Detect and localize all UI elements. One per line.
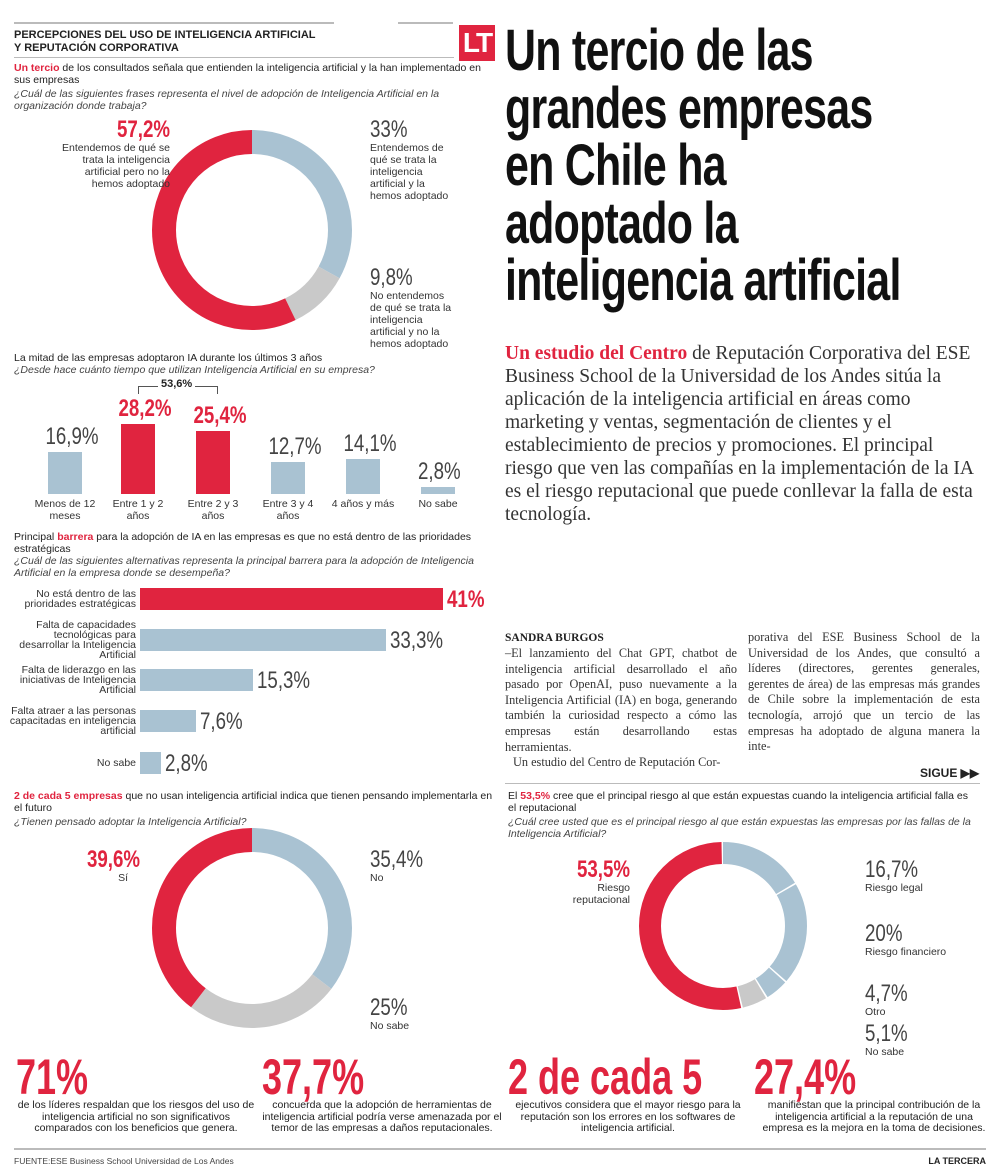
stat-number: 27,4% [754,1049,857,1105]
label-legal: 16,7% Riesgo legal [865,856,923,895]
divider [14,57,454,58]
label-no: 35,4% No [370,846,424,885]
bar-value-label: 16,9% [45,422,99,450]
bar-category-label: Falta de liderazgo en las iniciativas de… [19,664,136,696]
infographic-title: PERCEPCIONES DEL USO DE INTELIGENCIA ART… [14,29,316,54]
stat-block: 71% de los líderes respaldan que los ries… [16,1049,256,1135]
bar [140,629,387,651]
stat-number: 71% [16,1049,89,1105]
donut-slice [152,130,352,330]
donut-slice [152,828,352,1028]
bar-category-label: Entre 1 y 2 años [112,498,164,522]
bar-value-label: 15,3% [257,667,311,694]
donut-slice [152,828,352,1028]
stat-number: 37,7% [262,1049,365,1105]
bar-category-label: Falta de capacidades tecnológicas para d… [19,619,136,661]
bar [121,423,155,494]
lead-paragraph: Un estudio del Centro de Reputación Corp… [505,343,973,525]
bar [140,710,197,732]
section-5-heading: El 53,5% cree que el principal riesgo al… [508,790,968,814]
brand-name: LA TERCERA [928,1156,986,1166]
bar [140,669,254,691]
bar-value-label: 14,1% [343,429,397,457]
label-reputacional: 53,5% Riesgo reputacional [572,856,630,907]
article-column-2: porativa del ESE Business School de la U… [748,630,980,754]
bar-category-label: Entre 2 y 3 años [187,498,239,522]
divider [14,22,334,24]
bar [271,462,305,494]
label-33: 33% Entendemos de qué se trata la intelig… [370,116,449,203]
bar-category-label: No sabe [96,757,136,769]
stat-text: de los líderes respaldan que los riesgos… [17,1099,255,1134]
donut-slice [639,842,807,1010]
bar [140,752,161,774]
stat-number: 2 de cada 5 [508,1049,703,1105]
source-note: FUENTE:ESE Business School Universidad d… [14,1156,234,1166]
label-financiero: 20% Riesgo financiero [865,920,947,959]
stat-block: 2 de cada 5 ejecutivos considera que el m… [508,1049,748,1135]
section-3-heading: Principal barrera para la adopción de IA… [14,531,472,555]
label-no-sabe-risk: 5,1% No sabe [865,1020,908,1059]
stat-text: concuerda que la adopción de herramienta… [262,1099,502,1134]
bar-category-label: No está dentro de las prioridades estrat… [24,588,136,610]
bar-value-label: 12,7% [268,433,322,461]
section-2-heading: La mitad de las empresas adoptaron IA du… [14,352,323,364]
continue-link[interactable]: SIGUE ▶▶ [920,766,980,780]
bar-value-label: 2,8% [417,458,461,485]
donut-slice [639,842,807,1010]
donut-chart-plans [152,828,352,1028]
label-otro: 4,7% Otro [865,980,908,1019]
donut-chart-risks [639,842,807,1010]
donut-chart-adoption [152,130,352,330]
section-1-heading: Un tercio de los consultados señala que … [14,62,481,86]
article-column-1: –El lanzamiento del Chat GPT, chatbot de… [505,646,737,770]
bar-value-label: 7,6% [200,708,243,735]
section-3-question: ¿Cuál de las siguientes alternativas rep… [14,555,474,579]
lt-logo: LT [459,25,495,61]
section-4-question: ¿Tienen pensado adoptar la Inteligencia … [14,816,247,828]
bar [346,458,380,494]
stat-text: manifiestan que la principal contribució… [762,1099,986,1134]
divider [505,783,980,784]
donut-slice [639,842,807,1010]
stat-text: ejecutivos considera que el mayor riesgo… [515,1099,741,1134]
bar [48,451,82,494]
bar-category-label: No sabe [418,498,458,510]
label-si: 39,6% Sí [86,846,140,885]
divider [14,1148,986,1150]
section-4-heading: 2 de cada 5 empresas que no usan intelig… [14,790,493,814]
bar-value-label: 25,4% [193,401,247,429]
bar-category-label: 4 años y más [331,498,395,510]
divider [398,22,453,24]
byline: SANDRA BURGOS [505,632,604,644]
bar [421,487,455,494]
label-no-sabe: 25% No sabe [370,994,410,1033]
section-5-question: ¿Cuál cree usted que es el principal rie… [508,816,971,840]
bar-chart-adoption-time: 16,9% Menos de 12 meses 28,2% Entre 1 y 2 a… [0,390,490,525]
bar-chart-barriers: 41% No está dentro de las prioridades est… [0,580,490,780]
bar-category-label: Falta atraer a las personas capacitadas … [9,705,136,737]
bar-value-label: 33,3% [390,627,444,654]
label-57: 57,2% Entendemos de qué se trata la intel… [62,116,170,191]
bar-category-label: Menos de 12 meses [34,498,96,522]
section-2-question: ¿Desde hace cuánto tiempo que utilizan I… [14,364,375,376]
label-9-8: 9,8% No entendemos de qué se trata la int… [370,264,452,351]
bar [140,588,443,610]
bar-category-label: Entre 3 y 4 años [262,498,314,522]
bar-value-label: 41% [446,586,485,613]
bar [196,430,230,494]
bracket-label: 53,6% [158,378,196,391]
stat-block: 37,7% concuerda que la adopción de herram… [262,1049,502,1135]
section-1-question: ¿Cuál de las siguientes frases represent… [14,88,440,112]
bar-value-label: 2,8% [164,750,208,777]
bar-value-label: 28,2% [118,394,172,422]
headline: Un tercio de las grandes empresas en Chile… [505,18,901,313]
stat-block: 27,4% manifiestan que la principal contri… [754,1049,994,1135]
